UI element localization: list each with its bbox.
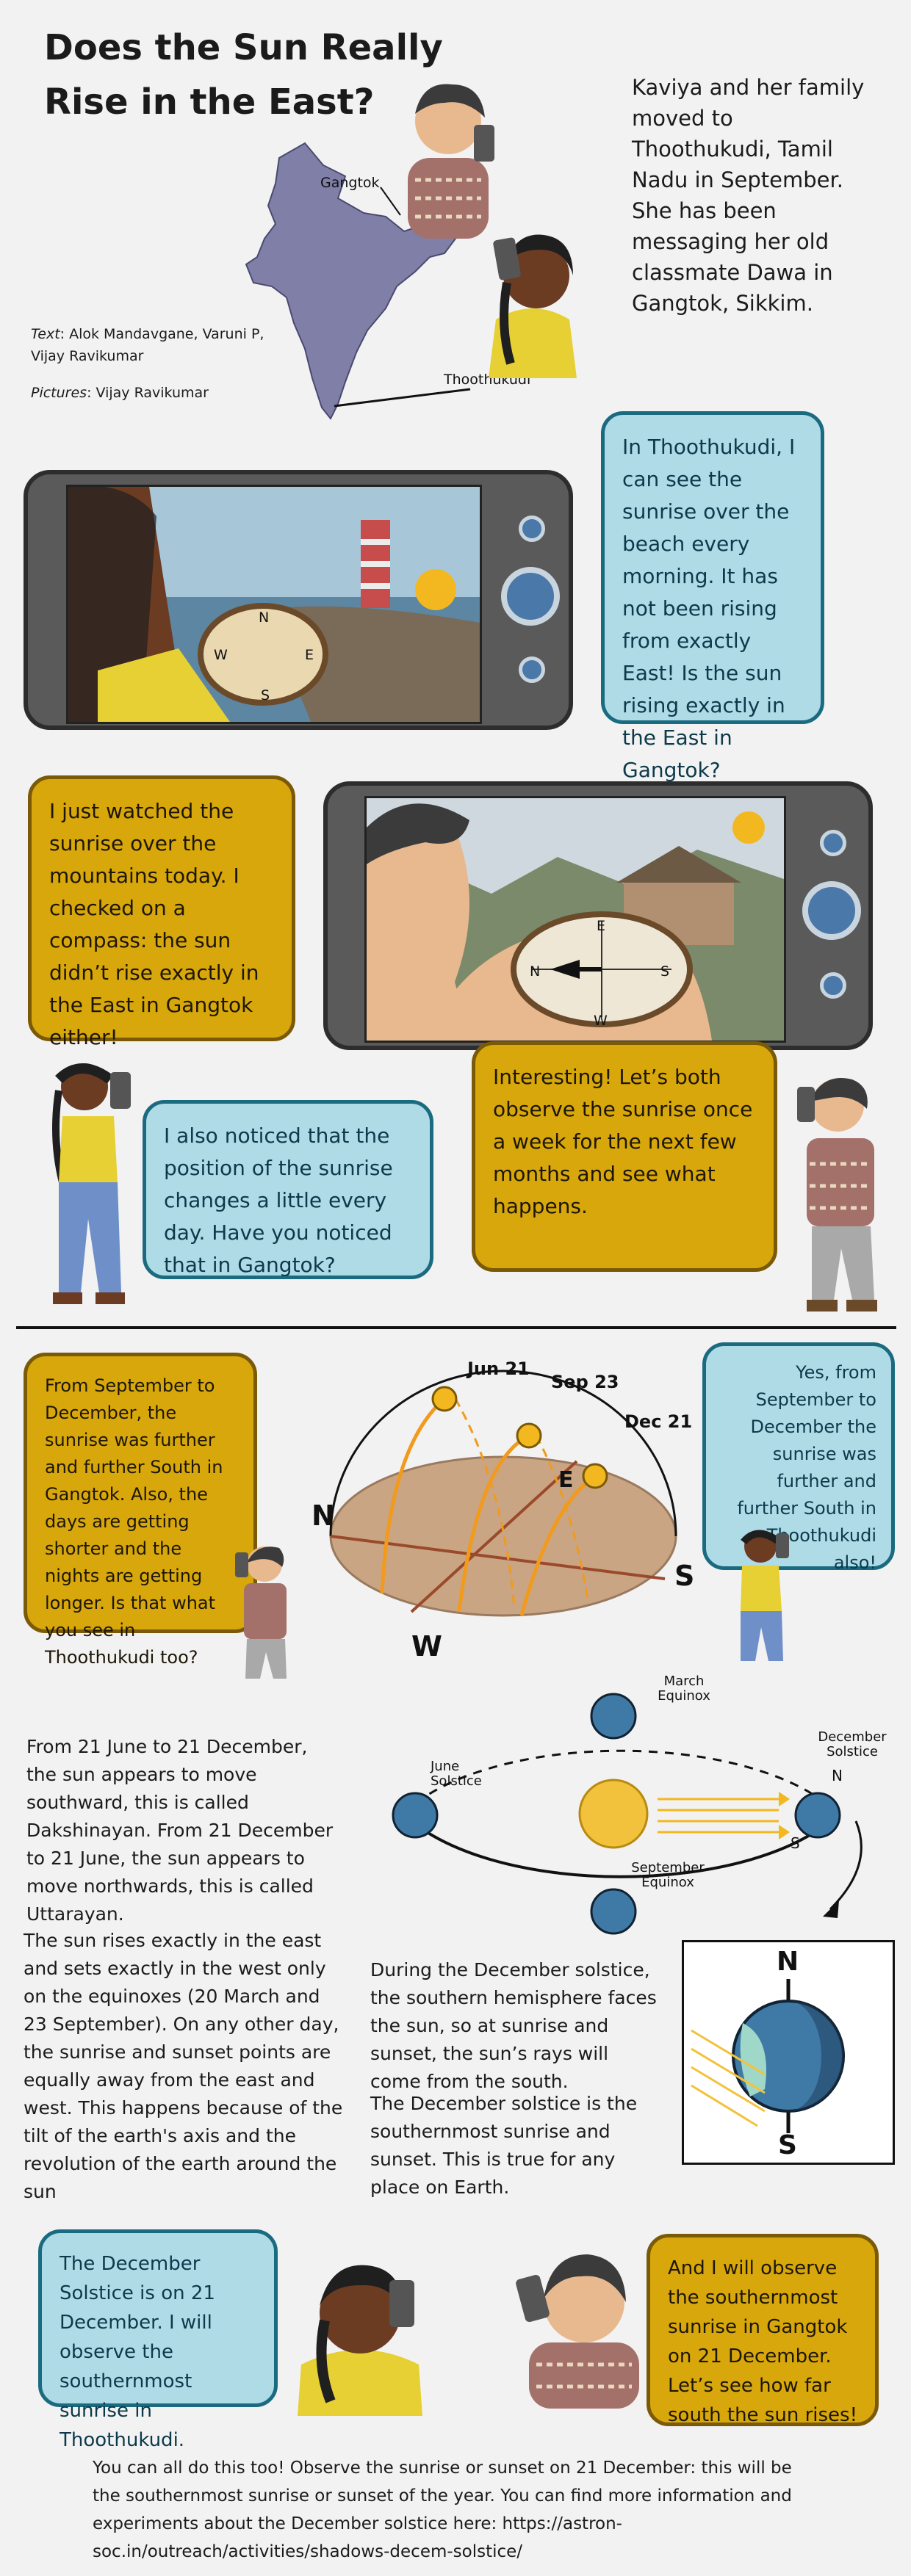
beach-scene (68, 487, 480, 722)
para-equinox: The sun rises exactly in the east and se… (24, 1930, 343, 2202)
sky-dome-diagram (329, 1370, 677, 1617)
map-label-gangtok: Gangtok (320, 175, 380, 191)
intro-text: Kaviya and her family moved to Thoothuku… (632, 75, 865, 316)
credits-pictures-label: Pictures (31, 385, 87, 401)
para-december-2: The December solstice is the southernmos… (370, 2093, 638, 2198)
bubble-kaviya-2: I also noticed that the position of the … (143, 1100, 433, 1279)
phone2-button-top (820, 830, 846, 856)
footer-text: You can all do this too! Observe the sun… (93, 2459, 792, 2561)
solstice-view-box: N S (682, 1940, 895, 2165)
dawa-compass-n: N (530, 963, 541, 980)
orbit-label-december: December Solstice (818, 1729, 887, 1759)
date-jun21: Jun 21 (467, 1358, 530, 1379)
credits-text-names: : Alok Mandavgane, Varuni P, Vijay Ravik… (31, 326, 264, 364)
phone2-home-button (802, 881, 861, 940)
dawa-small-figure (235, 1546, 287, 1679)
india-shape (245, 142, 457, 420)
dawa-closeup (516, 2254, 639, 2409)
bubble-dawa-4: And I will observe the southernmost sunr… (647, 2234, 879, 2426)
bubble-kaviya-4: The December Solstice is on 21 December.… (38, 2229, 278, 2451)
dir-e: E (558, 1467, 574, 1493)
credits-pictures-names: : Vijay Ravikumar (87, 385, 209, 401)
dawa-phone: E N S W (323, 781, 873, 1050)
kaviya-illustration (489, 234, 577, 378)
phone-button-bottom (519, 656, 545, 683)
kaviya-closeup (298, 2265, 422, 2416)
phone2-button-bottom (820, 972, 846, 999)
dir-s: S (674, 1560, 695, 1592)
orbit-label-march: March Equinox (658, 1674, 710, 1704)
credits-text-label: Text (31, 326, 60, 342)
kaviya-phone: N S W E (24, 470, 573, 730)
compass-s-bottom: S (261, 687, 270, 703)
bubble-kaviya-1: In Thoothukudi, I can see the sunrise ov… (601, 411, 824, 782)
dawa-phone-screen: E N S W (364, 796, 786, 1043)
dawa-compass-w: W (594, 1013, 608, 1029)
orbit-earth-n: N (832, 1767, 843, 1784)
compass-w: W (214, 647, 228, 663)
page-title: Does the Sun Really Rise in the East? (44, 27, 443, 123)
date-sep23: Sep 23 (551, 1372, 619, 1392)
phone-button-top (519, 515, 545, 542)
orbit-label-june: June Solstice (431, 1759, 482, 1789)
section-divider (16, 1326, 896, 1329)
bubble-dawa-3: From September to December, the sunrise … (24, 1353, 257, 1668)
dawa-compass-e: E (597, 918, 606, 934)
kaviya-full-figure (52, 1063, 131, 1304)
solstice-s: S (778, 2130, 797, 2160)
india-map (245, 142, 471, 420)
phone-home-button (501, 567, 560, 626)
orbit-diagram (392, 1693, 863, 1935)
orbit-label-september: September Equinox (631, 1860, 705, 1890)
date-dec21: Dec 21 (624, 1411, 693, 1432)
bubble-dawa-1: I just watched the sunrise over the moun… (28, 775, 295, 1049)
solstice-n: N (777, 1947, 799, 1977)
para-dakshinayan: From 21 June to 21 December, the sun app… (26, 1736, 334, 1925)
dawa-illustration (408, 84, 494, 239)
dawa-full-figure (797, 1078, 877, 1311)
bubble-dawa-2: Interesting! Let’s both observe the sunr… (472, 1041, 777, 1272)
orbit-earth-s: S (791, 1834, 800, 1852)
para-december-1: During the December solstice, the southe… (370, 1959, 657, 2092)
dir-w: W (411, 1630, 442, 1663)
compass-e: E (305, 647, 314, 663)
dir-n: N (312, 1499, 335, 1532)
kaviya-small-figure (741, 1530, 789, 1661)
compass-n: N (259, 609, 270, 626)
dawa-compass-s: S (660, 963, 670, 980)
solstice-earth-diagram (691, 1979, 845, 2133)
credits: Text: Alok Mandavgane, Varuni P, Vijay R… (31, 323, 273, 419)
compass-dial (511, 911, 693, 1027)
kaviya-phone-screen: N S W E (66, 485, 482, 724)
